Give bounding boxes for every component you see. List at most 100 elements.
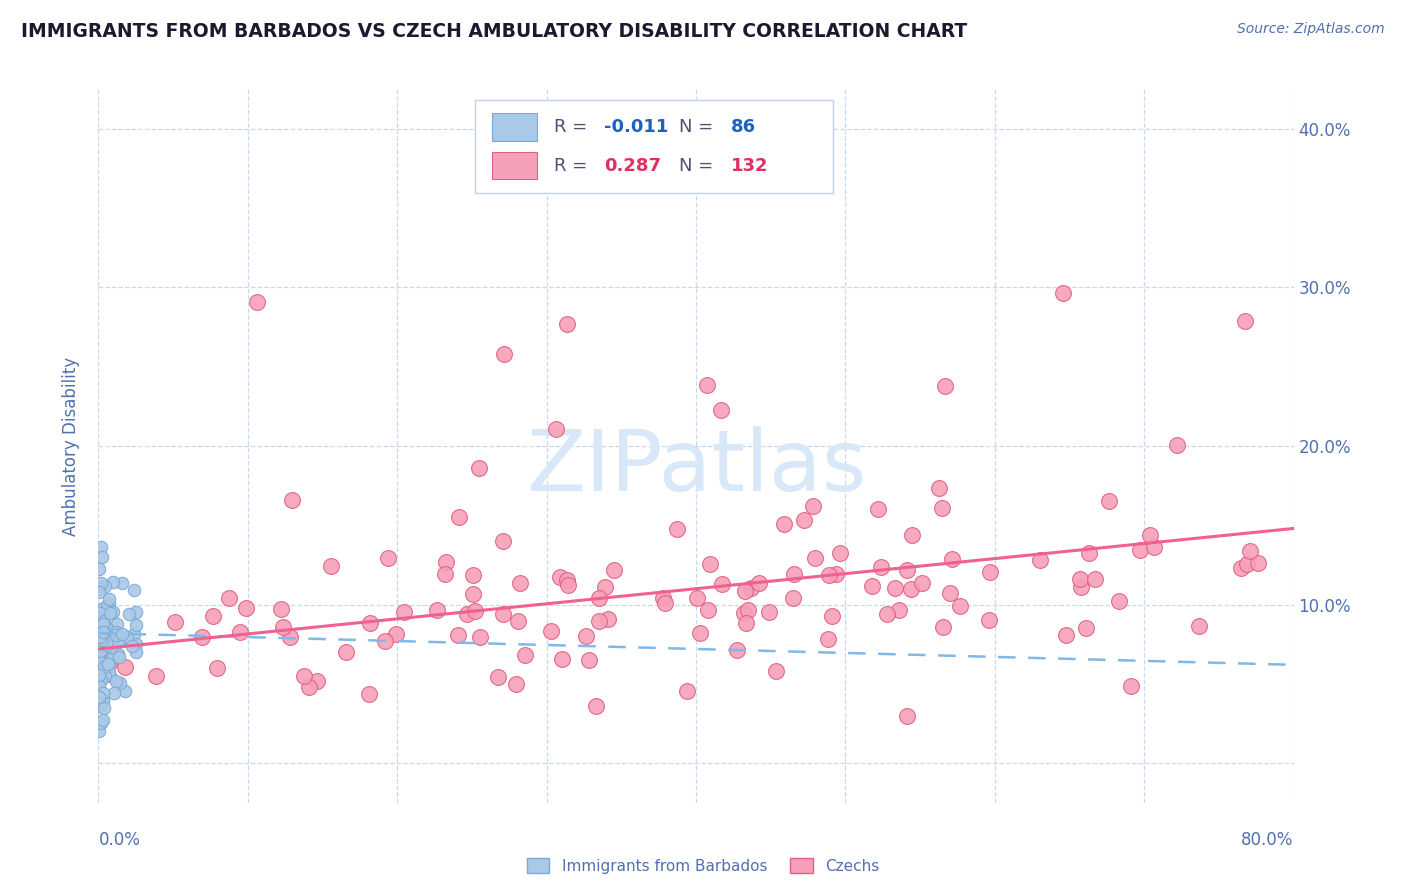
Point xyxy=(90,649,112,664)
Point xyxy=(426,603,449,617)
Point xyxy=(456,607,478,621)
Point xyxy=(979,565,1001,579)
Point xyxy=(105,616,128,631)
Point xyxy=(93,605,115,619)
Point xyxy=(90,673,112,688)
Point xyxy=(91,657,114,672)
Point xyxy=(1054,628,1077,642)
Point xyxy=(585,699,607,714)
Point xyxy=(896,563,918,577)
Point xyxy=(492,347,515,361)
Point xyxy=(977,613,1000,627)
Point xyxy=(90,695,112,709)
Point xyxy=(686,591,709,605)
Point xyxy=(89,663,111,677)
Point xyxy=(90,575,112,590)
Point xyxy=(578,653,600,667)
Point xyxy=(1247,557,1270,571)
Point xyxy=(96,599,118,613)
Point xyxy=(98,591,121,606)
Point xyxy=(91,625,114,640)
Point xyxy=(307,673,329,688)
Point xyxy=(699,558,721,572)
Point xyxy=(546,422,568,436)
Point xyxy=(271,620,294,634)
Point xyxy=(1239,544,1261,558)
Point xyxy=(506,614,529,628)
Point xyxy=(866,502,889,516)
Text: 80.0%: 80.0% xyxy=(1241,831,1294,849)
Point xyxy=(901,528,924,542)
Point xyxy=(91,633,114,648)
Point xyxy=(89,630,111,644)
Point xyxy=(934,378,956,392)
Point xyxy=(883,581,905,595)
Point xyxy=(887,603,910,617)
Point xyxy=(103,640,125,654)
Point xyxy=(96,638,118,652)
Point xyxy=(492,534,515,549)
Point xyxy=(108,676,131,690)
Point xyxy=(733,606,755,620)
Text: 0.0%: 0.0% xyxy=(98,831,141,849)
Point xyxy=(654,596,676,610)
Point xyxy=(513,648,536,662)
Point xyxy=(1139,527,1161,541)
Point xyxy=(111,576,134,591)
Point xyxy=(468,630,491,644)
Point xyxy=(89,623,111,637)
Point xyxy=(931,501,953,516)
Point xyxy=(783,567,806,582)
Point xyxy=(689,626,711,640)
Point xyxy=(89,690,111,704)
Point xyxy=(830,546,852,560)
Point xyxy=(96,623,118,637)
Text: R =: R = xyxy=(554,157,593,175)
Point xyxy=(103,686,125,700)
Point xyxy=(96,621,118,635)
Point xyxy=(602,563,624,577)
Point xyxy=(98,639,121,653)
Point xyxy=(385,626,408,640)
Point xyxy=(108,633,131,648)
FancyBboxPatch shape xyxy=(492,113,537,141)
Point xyxy=(461,567,484,582)
Point xyxy=(94,658,117,673)
Point xyxy=(94,579,117,593)
Point xyxy=(817,632,839,646)
Point xyxy=(278,630,301,644)
Point xyxy=(374,634,396,648)
Point xyxy=(575,629,598,643)
Point xyxy=(697,602,720,616)
Text: 0.287: 0.287 xyxy=(605,157,661,175)
Point xyxy=(90,633,112,648)
Point xyxy=(100,640,122,655)
Text: ZIPatlas: ZIPatlas xyxy=(526,425,866,509)
Point xyxy=(97,657,120,672)
Point xyxy=(270,602,292,616)
Point xyxy=(98,598,121,612)
Point xyxy=(89,650,111,665)
Point xyxy=(91,714,114,728)
Point xyxy=(710,577,733,591)
Point xyxy=(122,627,145,641)
Point xyxy=(98,665,121,679)
Point xyxy=(588,614,610,628)
Point xyxy=(593,581,616,595)
Point xyxy=(91,601,114,615)
Point xyxy=(98,606,121,620)
Point xyxy=(89,679,111,693)
Point xyxy=(246,295,269,310)
Point xyxy=(928,481,950,495)
Point xyxy=(298,680,321,694)
Point xyxy=(121,639,143,653)
Point xyxy=(651,591,673,606)
Point xyxy=(509,575,531,590)
Point xyxy=(89,724,111,739)
Point xyxy=(725,643,748,657)
Point xyxy=(773,516,796,531)
Point xyxy=(939,585,962,599)
Point xyxy=(98,653,121,667)
Point xyxy=(876,607,898,622)
Point xyxy=(1070,580,1092,594)
